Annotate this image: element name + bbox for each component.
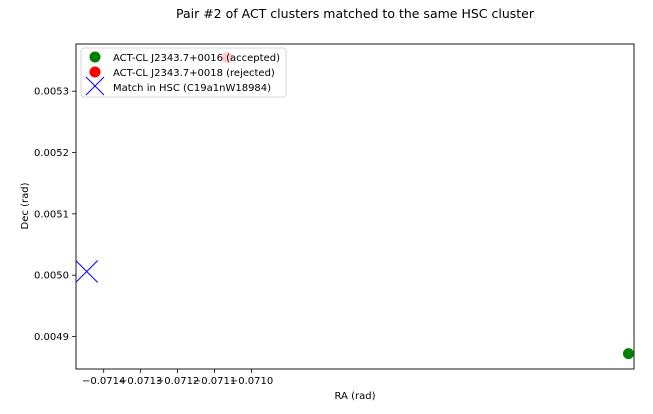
data-point-hsc-match bbox=[75, 260, 99, 283]
y-tick-label: 0.0049 bbox=[34, 332, 69, 343]
x-axis-label: RA (rad) bbox=[335, 391, 376, 402]
legend-label-accepted: ACT-CL J2343.7+0016 (accepted) bbox=[113, 53, 280, 64]
y-tick-label: 0.0052 bbox=[34, 148, 69, 159]
y-tick-label: 0.0050 bbox=[34, 271, 69, 282]
plot-frame bbox=[75, 43, 635, 370]
x-tick-label: −0.0713 bbox=[119, 376, 162, 387]
x-tick-label: −0.0711 bbox=[193, 376, 236, 387]
legend-box bbox=[80, 47, 287, 98]
chart-title: Pair #2 of ACT clusters matched to the s… bbox=[176, 6, 535, 21]
x-tick-label: −0.0712 bbox=[156, 376, 199, 387]
legend-marker-hsc-match bbox=[85, 76, 105, 96]
legend-marker-accepted bbox=[89, 51, 101, 63]
data-points bbox=[75, 51, 634, 360]
x-axis-ticks: −0.0714−0.0713−0.0712−0.0711−0.0710 bbox=[82, 369, 273, 387]
y-tick-label: 0.0053 bbox=[34, 87, 69, 98]
y-axis-ticks: 0.0049 0.0050 0.0051 0.0052 0.0053 bbox=[34, 87, 76, 343]
legend: ACT-CL J2343.7+0016 (accepted) ACT-CL J2… bbox=[80, 47, 287, 98]
x-tick-label: −0.0714 bbox=[82, 376, 125, 387]
y-tick-label: 0.0051 bbox=[34, 209, 69, 220]
legend-marker-rejected bbox=[89, 66, 101, 78]
y-axis-label: Dec (rad) bbox=[20, 182, 31, 229]
legend-label-hsc-match: Match in HSC (C19a1nW18984) bbox=[113, 83, 271, 94]
data-point-accepted bbox=[622, 348, 634, 360]
x-tick-label: −0.0710 bbox=[230, 376, 273, 387]
legend-label-rejected: ACT-CL J2343.7+0018 (rejected) bbox=[113, 68, 275, 79]
